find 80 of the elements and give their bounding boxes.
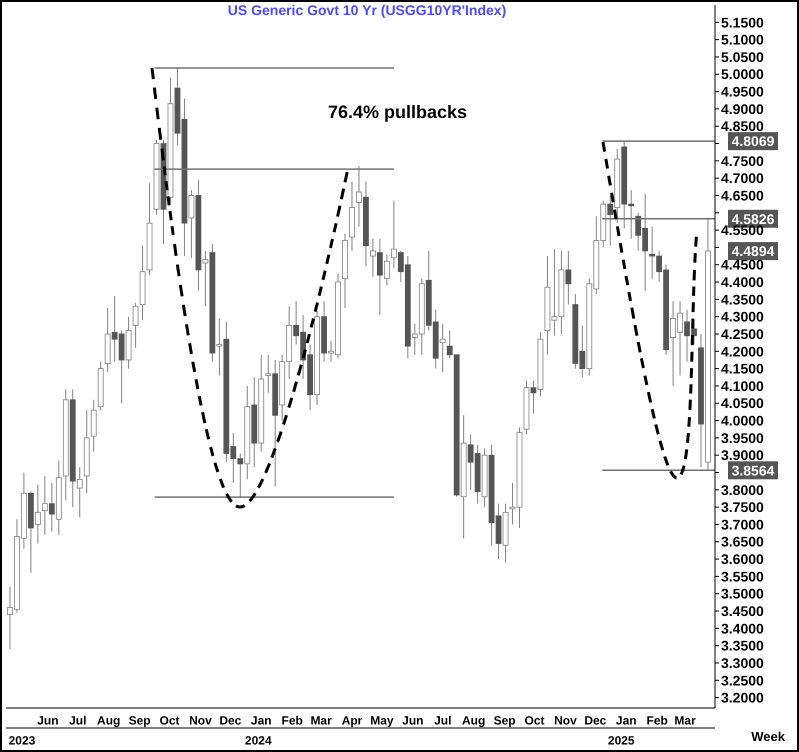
candlestick — [265, 354, 272, 394]
annotation: 76.4% pullbacks — [328, 102, 468, 123]
x-tick-label: Oct — [524, 714, 545, 728]
y-tick-label: 3.9000 — [721, 447, 764, 464]
y-tick-label: 4.3000 — [721, 308, 764, 325]
y-tick-label: 4.8500 — [721, 118, 764, 134]
y-tick-label: 4.6500 — [721, 187, 764, 204]
y-tick-label: 3.3000 — [721, 654, 764, 671]
y-tick-label: 4.4500 — [721, 256, 764, 273]
x-tick-label: Jul — [434, 714, 452, 728]
x-tick-label: Nov — [189, 714, 212, 728]
y-tick-label: 5.1500 — [721, 14, 764, 30]
y-tick-label: 4.0500 — [721, 395, 764, 412]
y-tick-label: 4.9500 — [721, 84, 764, 100]
y-tick-label: 3.9500 — [721, 430, 764, 446]
y-tick-label: 4.1000 — [721, 378, 764, 394]
chart-title: US Generic Govt 10 Yr (USGG10YR'Index) — [228, 2, 506, 18]
y-tick-label: 3.2000 — [721, 690, 764, 706]
x-tick-label: Mar — [310, 714, 332, 728]
candlestick — [76, 466, 83, 518]
annotation: 3.8564 — [732, 462, 775, 478]
x-tick-label: Jun — [37, 714, 59, 728]
y-tick-label: 3.4000 — [721, 620, 764, 636]
candlestick — [356, 166, 362, 228]
y-tick-label: 4.1500 — [721, 360, 764, 377]
y-tick-label: 5.1000 — [721, 32, 764, 48]
candlestick — [370, 238, 376, 278]
y-tick-label: 3.2500 — [721, 672, 764, 688]
x-tick-label: Dec — [584, 714, 607, 728]
annotation: 4.4894 — [732, 243, 775, 260]
y-tick-label: 5.0000 — [721, 66, 764, 82]
x-tick-label: Mar — [674, 714, 696, 728]
x-tick-label: Jun — [402, 714, 424, 728]
y-tick-label: 3.6000 — [721, 551, 764, 568]
candlestick — [42, 475, 48, 536]
candlestick — [440, 323, 446, 373]
y-tick-label: 3.7500 — [721, 499, 764, 516]
y-tick-label: 3.7000 — [721, 516, 764, 532]
y-tick-label: 3.5000 — [721, 586, 764, 602]
y-tick-label: 5.0500 — [721, 48, 764, 65]
x-tick-label: Jan — [616, 714, 637, 728]
candlestick — [384, 254, 390, 286]
y-tick-label: 4.2500 — [721, 326, 764, 342]
x-tick-label: Apr — [342, 714, 363, 728]
candlestick — [34, 484, 41, 544]
y-tick-label: 3.3500 — [721, 638, 764, 654]
candlestick — [216, 318, 222, 376]
x-tick-label: May — [370, 714, 394, 728]
x-tick-label: Oct — [160, 714, 180, 728]
x2-tick-label: 2025 — [608, 734, 635, 748]
y-tick-label: 4.3500 — [721, 291, 764, 308]
candlestick — [202, 250, 208, 307]
y-tick-label: 4.0000 — [721, 412, 764, 429]
y-tick-label: 3.5500 — [721, 568, 764, 584]
y-tick-label: 4.9000 — [721, 100, 764, 117]
candlestick — [188, 190, 194, 258]
candlestick — [390, 200, 397, 269]
x-tick-label: Jan — [250, 714, 272, 728]
x-tick-label: Sep — [128, 714, 151, 728]
y-tick-label: 3.4500 — [721, 603, 764, 620]
y-tick-label: 4.4000 — [721, 274, 764, 290]
x-tick-label: Dec — [219, 714, 242, 728]
x-tick-label: Jul — [69, 714, 86, 728]
candlestick — [132, 302, 138, 348]
x2-tick-label: 2024 — [244, 734, 272, 748]
y-tick-label: 3.8000 — [721, 482, 764, 498]
x-tick-label: Aug — [97, 714, 120, 728]
x-tick-label: Sep — [494, 714, 516, 728]
x-tick-label: Nov — [554, 714, 578, 728]
y-tick-label: 3.6500 — [721, 534, 764, 550]
x2-tick-label: 2023 — [8, 734, 36, 748]
y-tick-label: 4.2000 — [721, 343, 764, 360]
x-axis-title: Week — [751, 729, 785, 744]
y-tick-label: 4.7500 — [721, 152, 764, 169]
x-tick-label: Feb — [282, 714, 303, 728]
y-tick-label: 4.7000 — [721, 170, 764, 186]
annotation: 4.5826 — [732, 210, 775, 227]
annotation: 4.8069 — [732, 133, 775, 150]
x-tick-label: Aug — [462, 714, 486, 728]
x-tick-label: Feb — [646, 714, 668, 728]
